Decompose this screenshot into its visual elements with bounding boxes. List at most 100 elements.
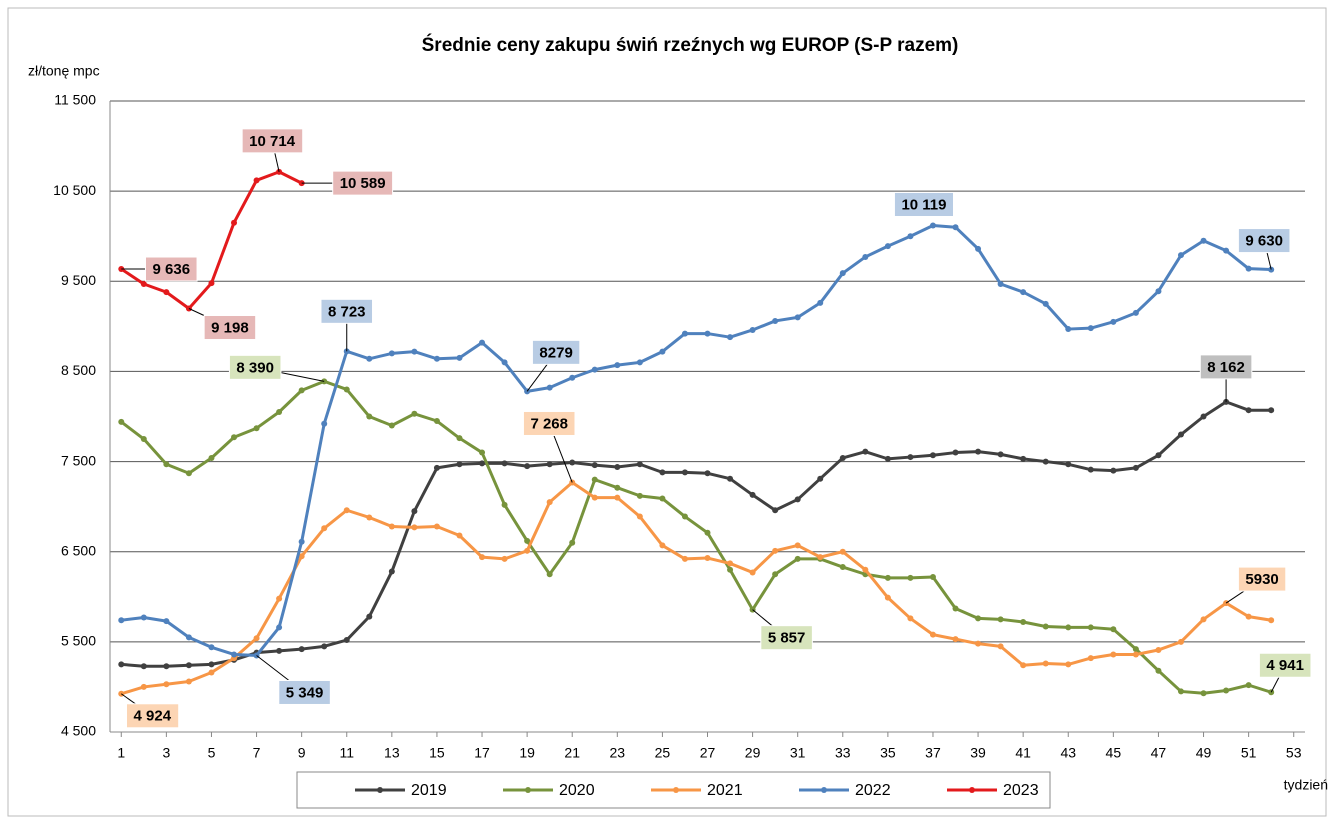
point [343,507,350,514]
point [817,475,824,482]
point [569,459,576,466]
data-label-box [1237,228,1291,254]
point [1065,461,1072,468]
point [727,475,734,482]
data-label: 9 198 [211,319,249,336]
point [1223,687,1230,694]
data-label-box [126,703,180,729]
point [546,461,553,468]
series-line [121,400,1272,668]
point [185,678,192,685]
point [276,408,283,415]
point [997,451,1004,458]
point [772,317,779,324]
data-label-box [332,170,394,196]
point [1065,661,1072,668]
point [140,683,147,690]
point [366,355,373,362]
y-tick-label: 10 500 [53,182,96,198]
x-tick-label: 21 [564,745,580,761]
legend-label: 2022 [855,782,891,799]
point [140,280,147,287]
legend-marker [673,787,679,793]
point [862,448,869,455]
point [1200,237,1207,244]
point [433,523,440,530]
y-axis-label: zł/tonę mpc [28,63,100,79]
point [1245,613,1252,620]
x-tick-label: 25 [655,745,671,761]
point [1110,467,1117,474]
data-label-box [278,679,331,705]
point [366,613,373,620]
point [1110,318,1117,325]
point [298,387,305,394]
x-tick-label: 27 [700,745,716,761]
series-line [121,223,1272,657]
point [929,452,936,459]
point [929,573,936,580]
point [952,224,959,231]
point [208,454,215,461]
point [433,355,440,362]
data-label-box [320,298,374,324]
x-tick-label: 17 [474,745,490,761]
point [681,469,688,476]
chart-title: Średnie ceny zakupu świń rzeźnych wg EUR… [422,34,959,56]
point [772,571,779,578]
point [1177,252,1184,259]
point [388,350,395,357]
x-tick-label: 33 [835,745,851,761]
point [975,640,982,647]
point [1020,662,1027,669]
point [975,245,982,252]
legend-label: 2020 [559,782,595,799]
data-label: 4 941 [1266,657,1304,674]
point [456,435,463,442]
point [1155,646,1162,653]
point [140,614,147,621]
point [884,594,891,601]
point [659,495,666,502]
point [185,662,192,669]
data-label-box [522,410,576,436]
point [546,384,553,391]
x-tick-label: 29 [745,745,761,761]
point [1155,452,1162,459]
point [1132,309,1139,316]
x-tick-label: 43 [1060,745,1076,761]
point [636,359,643,366]
data-label: 10 119 [901,196,946,213]
point [591,462,598,469]
point [569,539,576,546]
point [839,564,846,571]
point [1200,413,1207,420]
point [997,280,1004,287]
x-tick-label: 51 [1241,745,1257,761]
data-label-box [241,128,304,154]
point [884,243,891,250]
point [1042,623,1049,630]
data-label-box [531,339,581,365]
x-tick-label: 41 [1015,745,1031,761]
point [614,362,621,369]
data-label: 5930 [1245,571,1278,588]
point [591,494,598,501]
point [479,449,486,456]
y-tick-label: 6 500 [61,542,96,558]
point [614,484,621,491]
data-label-box [760,625,813,651]
point [591,476,598,483]
point [839,270,846,277]
point [1223,247,1230,254]
point [479,554,486,561]
data-label: 10 589 [340,175,386,192]
point [975,615,982,622]
point [636,513,643,520]
point [1177,688,1184,695]
legend-marker [821,787,827,793]
data-label: 9 630 [1245,233,1283,250]
point [1200,616,1207,623]
data-label-box [893,191,955,217]
